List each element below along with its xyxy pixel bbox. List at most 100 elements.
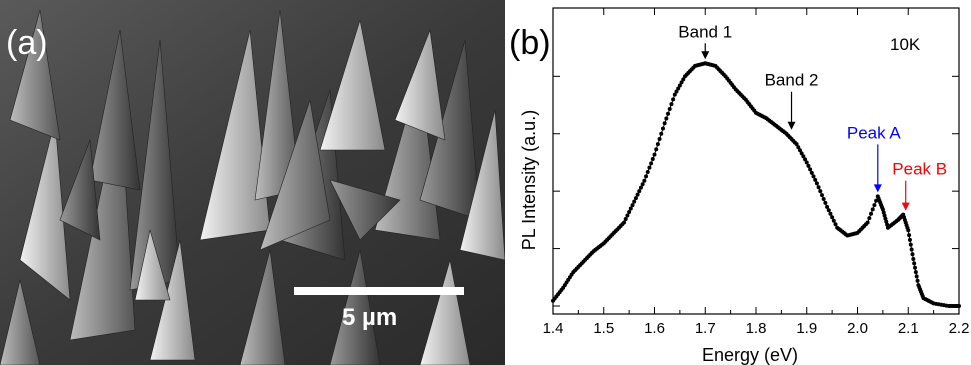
data-point xyxy=(679,80,684,85)
data-point xyxy=(865,220,870,225)
data-point xyxy=(635,192,640,197)
data-point xyxy=(828,211,833,216)
data-point xyxy=(907,233,912,238)
annotation-arrow-head xyxy=(901,202,910,211)
panel-a-label: (a) xyxy=(6,24,48,62)
crystal-flake xyxy=(319,19,386,151)
data-point xyxy=(910,252,915,257)
data-point xyxy=(645,170,650,175)
data-point xyxy=(884,219,889,224)
data-point xyxy=(872,203,877,208)
x-tick-label: 1.4 xyxy=(543,320,564,337)
data-point xyxy=(640,182,645,187)
data-point xyxy=(647,165,652,170)
data-point xyxy=(801,154,806,159)
data-point xyxy=(830,215,835,220)
crystal-flake xyxy=(89,29,141,191)
data-point xyxy=(654,147,659,152)
data-point xyxy=(669,102,674,107)
data-point xyxy=(808,167,813,172)
data-point xyxy=(659,131,664,136)
data-point xyxy=(809,170,814,175)
data-point xyxy=(652,152,657,157)
annotation-label: Peak A xyxy=(847,123,902,142)
data-point xyxy=(821,196,826,201)
data-point xyxy=(676,86,681,91)
data-point xyxy=(799,151,804,156)
data-point xyxy=(881,210,886,215)
data-point xyxy=(632,199,637,204)
crystal-flake xyxy=(254,9,301,201)
x-tick-label: 1.7 xyxy=(695,320,716,337)
sem-micrograph-image xyxy=(0,0,505,365)
crystal-flake xyxy=(0,279,41,365)
data-point xyxy=(814,181,819,186)
data-point xyxy=(816,185,821,190)
crystal-flake xyxy=(419,259,471,365)
x-tick-label: 2.1 xyxy=(898,320,919,337)
x-tick-label: 2.2 xyxy=(949,320,970,337)
data-point xyxy=(796,145,801,150)
data-point xyxy=(622,220,627,225)
crystal-flake xyxy=(394,28,446,141)
crystal-flake xyxy=(459,109,505,261)
data-point xyxy=(666,111,671,116)
x-tick-label: 1.5 xyxy=(593,320,614,337)
data-point xyxy=(671,97,676,102)
spectrum-line xyxy=(552,62,959,307)
data-point xyxy=(649,161,654,166)
data-point xyxy=(672,92,677,97)
x-tick-label: 1.6 xyxy=(644,320,665,337)
data-point xyxy=(681,77,686,82)
data-point xyxy=(794,142,799,147)
data-point xyxy=(664,116,669,121)
annotation-label: Band 1 xyxy=(678,22,732,41)
crystal-flake xyxy=(329,179,401,241)
data-point xyxy=(813,177,818,182)
data-point xyxy=(662,121,667,126)
data-point xyxy=(667,106,672,111)
data-point xyxy=(882,213,887,218)
data-point xyxy=(819,193,824,198)
data-point xyxy=(908,242,913,247)
sem-micrograph-panel: (a) 5 µm xyxy=(0,0,505,365)
data-point xyxy=(870,207,875,212)
pl-spectrum-chart: 1.4 1.5 1.6 1.7 1.8 1.9 2.0 2.1 2.2 Band 1 Band 2 P… xyxy=(519,7,970,365)
data-point xyxy=(674,89,679,94)
data-point xyxy=(880,207,885,212)
data-point xyxy=(677,83,682,88)
data-point xyxy=(630,203,635,208)
x-tick-label: 1.8 xyxy=(746,320,767,337)
data-point xyxy=(867,216,872,221)
data-point xyxy=(804,160,809,165)
annotation-label: Peak B xyxy=(892,160,947,179)
data-point xyxy=(627,210,632,215)
data-point xyxy=(803,157,808,162)
data-point xyxy=(906,228,911,233)
scale-bar xyxy=(294,287,464,295)
data-point xyxy=(883,216,888,221)
data-point xyxy=(818,189,823,194)
data-point xyxy=(826,208,831,213)
annotation-arrow-head xyxy=(701,51,710,60)
crystal-flake xyxy=(9,9,61,141)
x-tick-label: 1.9 xyxy=(796,320,817,337)
data-point xyxy=(825,204,830,209)
annotation-arrow-head xyxy=(873,184,882,193)
crystal-flake xyxy=(134,229,171,301)
annotation-arrow-head xyxy=(787,121,796,130)
data-point xyxy=(914,274,919,279)
data-point xyxy=(797,148,802,153)
temperature-label: 10K xyxy=(890,35,921,54)
data-point xyxy=(660,126,665,131)
panel-b-label: (b) xyxy=(509,24,551,62)
data-point xyxy=(811,174,816,179)
x-tick-label: 2.0 xyxy=(847,320,868,337)
data-point xyxy=(637,189,642,194)
data-point xyxy=(638,185,643,190)
data-point xyxy=(633,196,638,201)
data-point xyxy=(869,211,874,216)
crystal-flake xyxy=(59,139,101,241)
y-axis-title: PL Intensity (a.u.) xyxy=(519,110,539,250)
data-point xyxy=(655,142,660,147)
